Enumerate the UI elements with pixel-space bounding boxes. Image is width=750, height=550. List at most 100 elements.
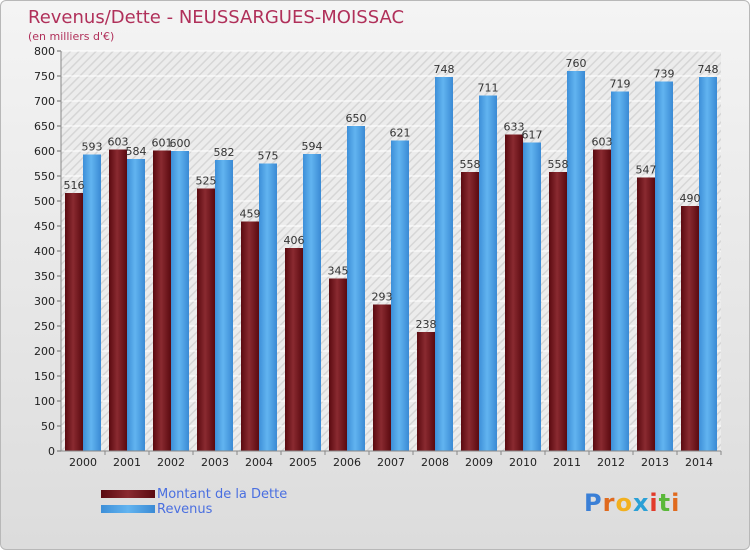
y-tick-label: 0 — [48, 445, 55, 458]
y-tick-label: 550 — [34, 170, 55, 183]
x-tick-label-2010: 2010 — [509, 456, 537, 469]
label-dette-2005: 406 — [284, 234, 305, 247]
bar-dette-2001 — [109, 149, 127, 451]
y-tick-label: 450 — [34, 220, 55, 233]
label-revenus-2005: 594 — [302, 140, 323, 153]
bar-revenus-2007 — [391, 140, 409, 451]
y-tick-label: 750 — [34, 70, 55, 83]
x-tick-label-2009: 2009 — [465, 456, 493, 469]
bar-dette-2009 — [461, 172, 479, 451]
y-tick-label: 350 — [34, 270, 55, 283]
bar-revenus-2009 — [479, 95, 497, 451]
y-tick-label: 800 — [34, 45, 55, 58]
label-dette-2009: 558 — [460, 158, 481, 171]
label-revenus-2007: 621 — [390, 127, 411, 140]
bar-dette-2007 — [373, 304, 391, 451]
y-tick-label: 500 — [34, 195, 55, 208]
y-tick-label: 400 — [34, 245, 55, 258]
legend-swatch-revenus — [101, 505, 155, 513]
bar-revenus-2002 — [171, 151, 189, 451]
bars — [65, 71, 717, 451]
x-tick-label-2004: 2004 — [245, 456, 273, 469]
label-dette-2006: 345 — [328, 265, 349, 278]
x-tick-label-2002: 2002 — [157, 456, 185, 469]
label-revenus-2001: 584 — [126, 145, 147, 158]
x-tick-label-2003: 2003 — [201, 456, 229, 469]
logo-letter: i — [649, 489, 659, 517]
y-tick-label: 200 — [34, 345, 55, 358]
bar-revenus-2001 — [127, 159, 145, 451]
logo-letter: i — [671, 489, 681, 517]
label-dette-2001: 603 — [108, 136, 129, 149]
label-revenus-2006: 650 — [346, 112, 367, 125]
y-tick-label: 600 — [34, 145, 55, 158]
legend-swatch-dette — [101, 490, 155, 498]
proxiti-logo: Proxiti — [584, 489, 680, 517]
label-revenus-2010: 617 — [522, 129, 543, 142]
label-dette-2000: 516 — [64, 179, 85, 192]
bar-revenus-2014 — [699, 77, 717, 451]
label-revenus-2004: 575 — [258, 150, 279, 163]
bar-revenus-2003 — [215, 160, 233, 451]
label-revenus-2009: 711 — [478, 82, 499, 95]
x-tick-label-2005: 2005 — [289, 456, 317, 469]
logo-letter: x — [632, 489, 650, 517]
y-tick-label: 150 — [34, 370, 55, 383]
bar-dette-2014 — [681, 206, 699, 451]
bar-dette-2004 — [241, 221, 259, 451]
label-dette-2011: 558 — [548, 158, 569, 171]
x-axis: 2000 2001 2002 2003 2004 2005 2006 2007 2008 2009… — [61, 450, 722, 469]
x-tick-label-2007: 2007 — [377, 456, 405, 469]
label-dette-2004: 459 — [240, 208, 261, 221]
label-dette-2007: 293 — [372, 291, 393, 304]
chart-subtitle: (en milliers d'€) — [28, 30, 115, 43]
bar-revenus-2011 — [567, 71, 585, 451]
bar-dette-2002 — [153, 150, 171, 451]
x-tick-label-2008: 2008 — [421, 456, 449, 469]
bar-revenus-2005 — [303, 154, 321, 451]
logo-letter: o — [615, 489, 633, 517]
bar-dette-2008 — [417, 332, 435, 451]
x-tick-label-2001: 2001 — [113, 456, 141, 469]
bar-revenus-2000 — [83, 154, 101, 451]
bar-revenus-2013 — [655, 81, 673, 451]
bar-revenus-2010 — [523, 142, 541, 451]
label-dette-2002: 601 — [152, 137, 173, 150]
bar-dette-2012 — [593, 149, 611, 451]
bar-revenus-2012 — [611, 91, 629, 451]
label-dette-2008: 238 — [416, 318, 437, 331]
label-revenus-2002: 600 — [170, 137, 191, 150]
y-tick-label: 650 — [34, 120, 55, 133]
x-tick-label-2012: 2012 — [597, 456, 625, 469]
logo-letter: r — [602, 489, 616, 517]
x-tick-label-2014: 2014 — [685, 456, 713, 469]
label-revenus-2013: 739 — [654, 68, 675, 81]
label-dette-2013: 547 — [636, 164, 657, 177]
label-dette-2010: 633 — [504, 121, 525, 134]
x-tick-label-2011: 2011 — [553, 456, 581, 469]
x-tick-label-2006: 2006 — [333, 456, 361, 469]
legend-label-revenus: Revenus — [157, 502, 213, 517]
y-tick-label: 700 — [34, 95, 55, 108]
x-tick-label-2000: 2000 — [69, 456, 97, 469]
bar-dette-2013 — [637, 177, 655, 451]
logo-letter: t — [658, 489, 672, 517]
logo-letter: P — [584, 489, 603, 517]
bar-revenus-2008 — [435, 77, 453, 451]
bar-dette-2011 — [549, 172, 567, 451]
label-dette-2012: 603 — [592, 136, 613, 149]
y-tick-label: 100 — [34, 395, 55, 408]
bar-dette-2010 — [505, 134, 523, 451]
y-tick-label: 50 — [41, 420, 55, 433]
bar-dette-2005 — [285, 248, 303, 451]
label-revenus-2014: 748 — [698, 63, 719, 76]
y-tick-label: 250 — [34, 320, 55, 333]
label-revenus-2003: 582 — [214, 146, 235, 159]
y-axis: 0 50 100 150 200 250 300 350 400 450 500 550 600 650 7… — [34, 45, 62, 458]
label-dette-2014: 490 — [680, 192, 701, 205]
bar-revenus-2004 — [259, 163, 277, 451]
bar-dette-2006 — [329, 278, 347, 451]
legend-label-dette: Montant de la Dette — [157, 487, 288, 502]
